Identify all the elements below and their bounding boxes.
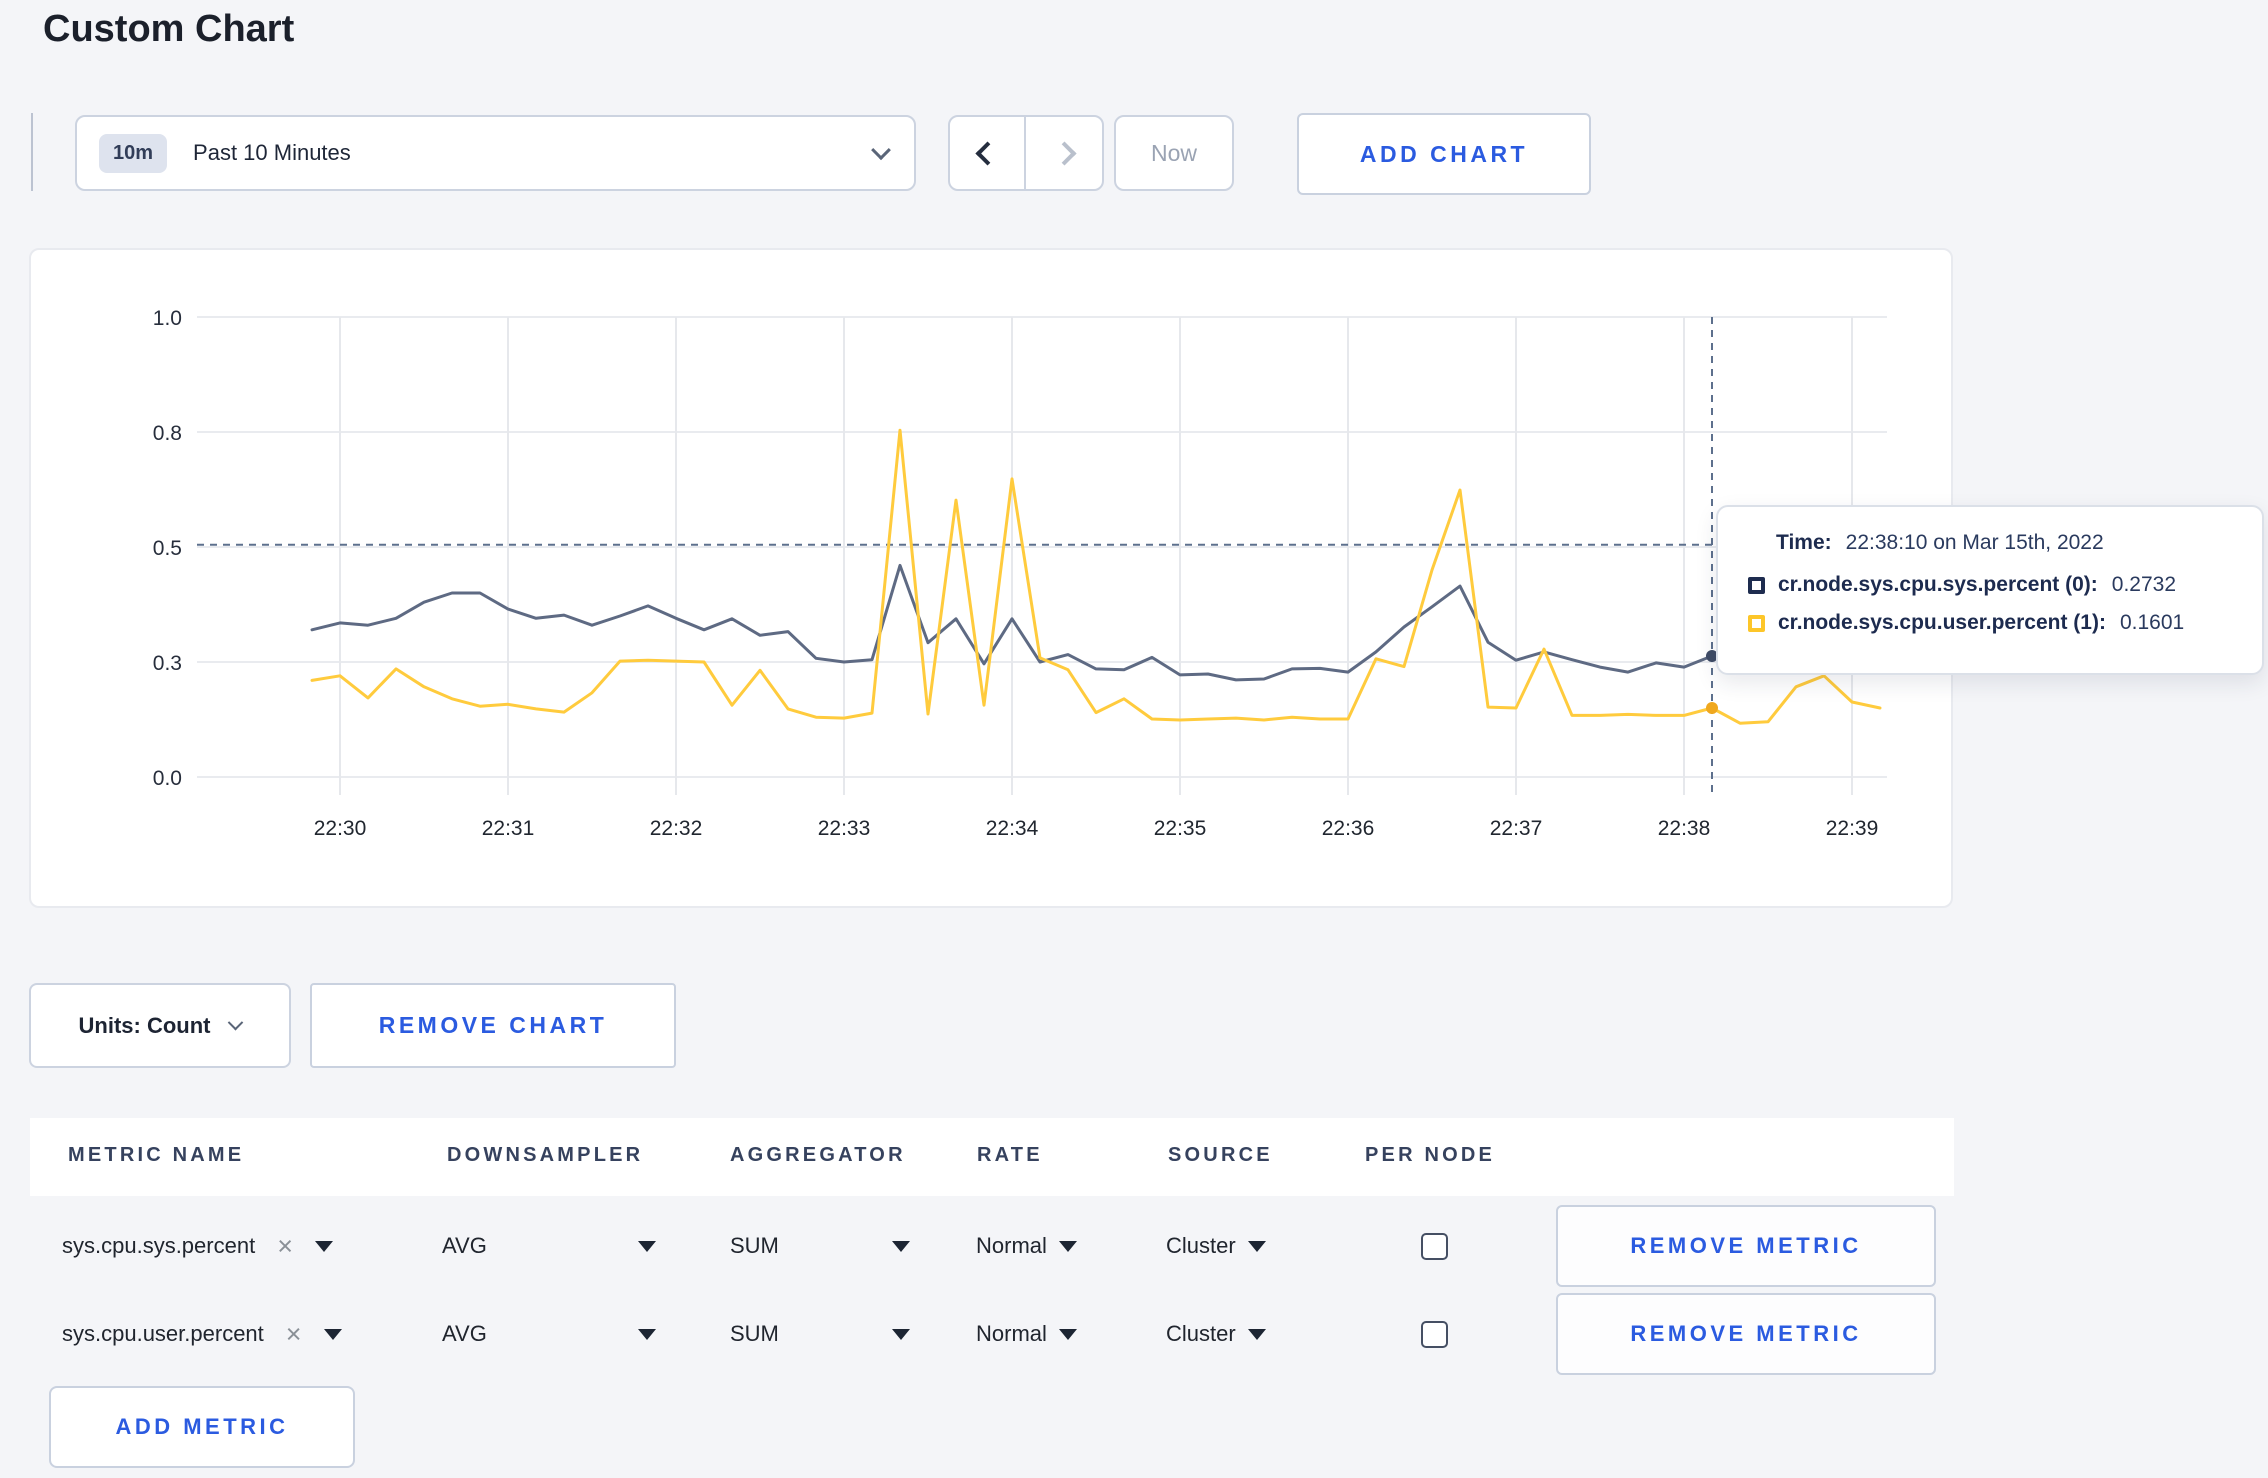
clear-icon[interactable]: × xyxy=(285,1318,302,1349)
chart-card: 0.0 0.3 0.5 0.8 1.0 22:30 22:31 22:32 22:33 22:34… xyxy=(29,248,1953,908)
metric-name-select[interactable]: sys.cpu.user.percent × xyxy=(62,1290,342,1378)
chevron-down-icon xyxy=(871,140,891,161)
caret-down-icon xyxy=(323,1328,342,1340)
tooltip-time-value: 22:38:10 on Mar 15th, 2022 xyxy=(1845,531,2104,554)
svg-text:0.0: 0.0 xyxy=(153,767,182,790)
metric-row: sys.cpu.sys.percent × AVG SUM Normal Clu… xyxy=(0,1202,2268,1290)
tooltip-series-value: 0.1601 xyxy=(2119,611,2185,634)
tooltip-series-name: cr.node.sys.cpu.sys.percent (0): xyxy=(1778,573,2098,596)
time-range-dropdown[interactable]: 10m Past 10 Minutes xyxy=(75,115,916,191)
svg-text:22:31: 22:31 xyxy=(482,817,535,840)
svg-text:22:32: 22:32 xyxy=(650,817,703,840)
metric-name-value: sys.cpu.sys.percent xyxy=(62,1233,256,1258)
metric-row: sys.cpu.user.percent × AVG SUM Normal Cl… xyxy=(0,1290,2268,1378)
per-node-checkbox[interactable] xyxy=(1421,1320,1448,1348)
downsampler-value: AVG xyxy=(442,1233,487,1258)
chevron-right-icon xyxy=(1051,140,1077,166)
svg-text:22:36: 22:36 xyxy=(1322,817,1375,840)
source-value: Cluster xyxy=(1166,1321,1236,1346)
column-header-metric-name: METRIC NAME xyxy=(68,1144,245,1166)
add-metric-button[interactable]: ADD METRIC xyxy=(49,1386,355,1468)
chart-hover-tooltip: Time: 22:38:10 on Mar 15th, 2022 cr.node… xyxy=(1716,505,2264,675)
svg-text:22:30: 22:30 xyxy=(314,817,367,840)
rate-select[interactable]: Normal xyxy=(976,1290,1077,1378)
column-header-aggregator: AGGREGATOR xyxy=(730,1144,906,1166)
aggregator-value: SUM xyxy=(730,1233,779,1258)
caret-down-icon xyxy=(638,1240,656,1252)
units-dropdown[interactable]: Units: Count xyxy=(29,983,291,1068)
source-select[interactable]: Cluster xyxy=(1166,1290,1266,1378)
svg-text:22:37: 22:37 xyxy=(1490,817,1543,840)
time-nav-group xyxy=(948,115,1104,191)
now-button[interactable]: Now xyxy=(1114,115,1234,191)
caret-down-icon xyxy=(892,1240,910,1252)
svg-text:22:39: 22:39 xyxy=(1826,817,1879,840)
page-title: Custom Chart xyxy=(43,8,295,50)
caret-down-icon xyxy=(1058,1328,1077,1340)
toolbar-divider xyxy=(31,113,33,191)
caret-down-icon xyxy=(638,1328,656,1340)
chevron-left-icon xyxy=(974,140,1000,166)
source-value: Cluster xyxy=(1166,1233,1236,1258)
remove-chart-button[interactable]: REMOVE CHART xyxy=(310,983,676,1068)
metrics-table-header: METRIC NAME DOWNSAMPLER AGGREGATOR RATE … xyxy=(30,1118,1954,1196)
svg-text:0.3: 0.3 xyxy=(153,652,182,675)
column-header-source: SOURCE xyxy=(1168,1144,1273,1166)
units-label: Units: Count xyxy=(78,1012,211,1038)
remove-metric-button[interactable]: REMOVE METRIC xyxy=(1556,1293,1936,1375)
svg-text:22:35: 22:35 xyxy=(1154,817,1207,840)
metric-name-select[interactable]: sys.cpu.sys.percent × xyxy=(62,1202,333,1290)
series-sys-legend-icon xyxy=(1748,576,1765,594)
rate-value: Normal xyxy=(976,1233,1047,1258)
remove-metric-button[interactable]: REMOVE METRIC xyxy=(1556,1205,1936,1287)
aggregator-select[interactable]: SUM xyxy=(730,1202,910,1290)
caret-down-icon xyxy=(892,1328,910,1340)
svg-text:22:34: 22:34 xyxy=(986,817,1039,840)
clear-icon[interactable]: × xyxy=(277,1230,293,1261)
downsampler-select[interactable]: AVG xyxy=(442,1290,656,1378)
downsampler-select[interactable]: AVG xyxy=(442,1202,656,1290)
time-back-button[interactable] xyxy=(950,117,1026,189)
caret-down-icon xyxy=(1247,1328,1266,1340)
chevron-down-icon xyxy=(228,1014,244,1031)
tooltip-series-name: cr.node.sys.cpu.user.percent (1): xyxy=(1778,611,2106,634)
svg-text:0.8: 0.8 xyxy=(153,422,182,445)
aggregator-value: SUM xyxy=(730,1321,779,1346)
downsampler-value: AVG xyxy=(442,1321,487,1346)
per-node-checkbox[interactable] xyxy=(1421,1232,1448,1260)
tooltip-series-value: 0.2732 xyxy=(2111,573,2177,596)
column-header-per-node: PER NODE xyxy=(1365,1144,1496,1166)
time-forward-button[interactable] xyxy=(1026,117,1102,189)
time-range-badge: 10m xyxy=(99,133,168,173)
rate-select[interactable]: Normal xyxy=(976,1202,1077,1290)
svg-text:22:33: 22:33 xyxy=(818,817,871,840)
column-header-downsampler: DOWNSAMPLER xyxy=(447,1144,644,1166)
caret-down-icon xyxy=(1058,1240,1077,1252)
rate-value: Normal xyxy=(976,1321,1047,1346)
svg-text:22:38: 22:38 xyxy=(1658,817,1711,840)
tooltip-time-label: Time: xyxy=(1776,531,1832,554)
svg-text:1.0: 1.0 xyxy=(153,307,182,330)
metric-name-value: sys.cpu.user.percent xyxy=(62,1321,264,1346)
caret-down-icon xyxy=(314,1240,333,1252)
source-select[interactable]: Cluster xyxy=(1166,1202,1266,1290)
aggregator-select[interactable]: SUM xyxy=(730,1290,910,1378)
caret-down-icon xyxy=(1247,1240,1266,1252)
add-chart-button[interactable]: ADD CHART xyxy=(1297,113,1591,195)
svg-text:0.5: 0.5 xyxy=(153,537,182,560)
series-user-legend-icon xyxy=(1748,614,1765,632)
cpu-percent-line-chart[interactable]: 0.0 0.3 0.5 0.8 1.0 22:30 22:31 22:32 22:33 22:34… xyxy=(31,250,1951,906)
time-range-label: Past 10 Minutes xyxy=(193,140,351,165)
column-header-rate: RATE xyxy=(977,1144,1043,1166)
